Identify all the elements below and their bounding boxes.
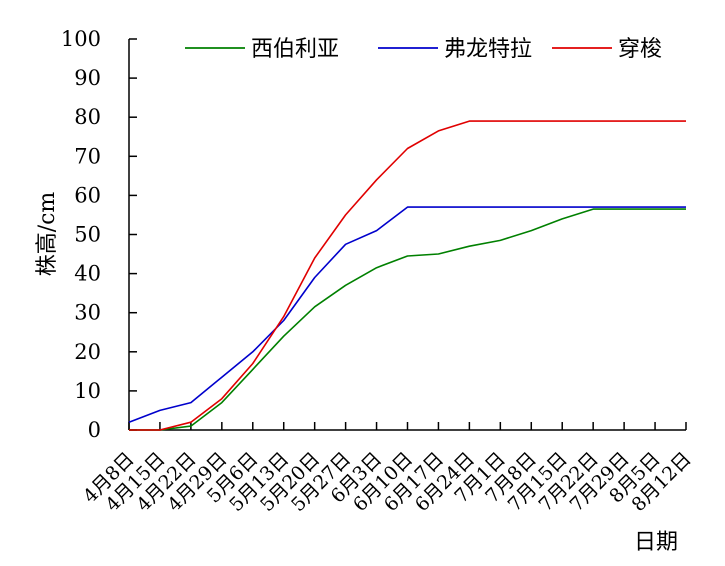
- y-tick-label: 80: [74, 105, 101, 129]
- legend-label-1: 弗龙特拉: [444, 37, 532, 62]
- series-layer: [128, 120, 686, 431]
- y-tick-label: 40: [74, 262, 101, 286]
- series-line-1: [128, 206, 686, 423]
- y-tick-label: 60: [74, 183, 101, 207]
- series-line-0: [129, 208, 686, 431]
- x-axis: 4月8日4月15日4月22日4月29日5月6日5月13日5月20日5月27日6月…: [79, 422, 696, 516]
- y-tick-label: 30: [74, 301, 101, 325]
- y-tick-label: 100: [61, 27, 101, 51]
- y-tick-label: 20: [74, 340, 101, 364]
- y-tick-label: 90: [74, 66, 101, 90]
- legend: 西伯利亚 弗龙特拉 穿梭: [185, 37, 662, 62]
- y-tick-label: 0: [88, 418, 101, 442]
- legend-label-0: 西伯利亚: [251, 37, 339, 62]
- y-tick-label: 50: [74, 223, 101, 247]
- y-tick-label: 70: [74, 144, 101, 168]
- y-axis: 0 10 20 30 40 50 60 70 80 90 100: [61, 27, 137, 442]
- series-line-2: [129, 120, 686, 431]
- legend-label-2: 穿梭: [618, 37, 662, 62]
- x-axis-title: 日期: [634, 530, 678, 555]
- y-tick-label: 10: [74, 379, 101, 403]
- y-axis-title: 株高/cm: [35, 192, 60, 277]
